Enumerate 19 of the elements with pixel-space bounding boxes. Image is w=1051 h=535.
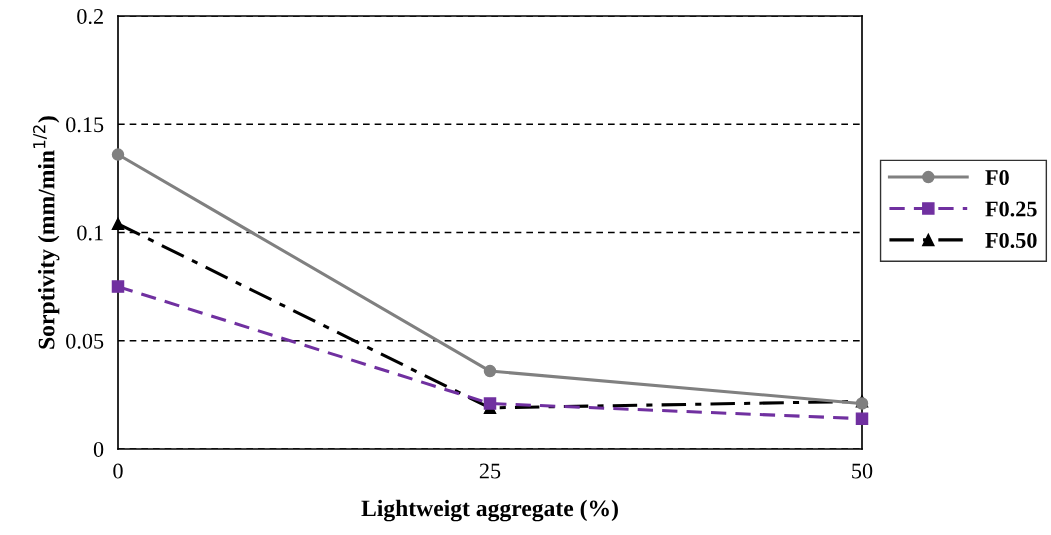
y-axis-title: Sorptivity (mm/min$^{1/2}$) xyxy=(32,116,60,349)
x-tick-label: 25 xyxy=(479,463,501,479)
point xyxy=(855,412,869,425)
legend-label: F0.50 xyxy=(985,232,1037,248)
point xyxy=(483,364,497,378)
x-tick-label: 0 xyxy=(113,463,123,479)
y-tick-label: 0.15 xyxy=(66,117,104,133)
y-tick-label: 0.2 xyxy=(77,8,103,25)
x-axis-title: Lightweigt aggregate (%) xyxy=(361,499,618,522)
point xyxy=(111,217,125,231)
y-tick-label: 0.05 xyxy=(66,333,104,349)
point xyxy=(483,397,497,410)
legend-label: F0.25 xyxy=(985,201,1037,217)
x-tick-label: 50 xyxy=(852,463,873,479)
point xyxy=(111,148,125,161)
legend-label: F0 xyxy=(985,170,1009,186)
point xyxy=(111,280,125,293)
y-tick-label: 0 xyxy=(93,441,104,457)
y-tick-label: 0.1 xyxy=(77,225,103,241)
